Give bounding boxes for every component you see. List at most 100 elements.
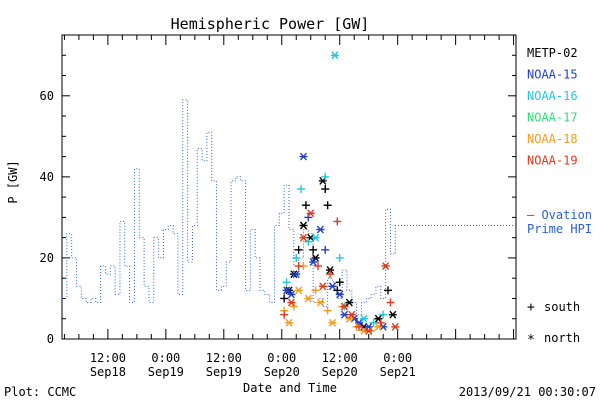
legend-item-metp-02: METP-02	[527, 46, 578, 60]
marker-noaa-19	[287, 298, 296, 307]
marker-metp-02	[326, 266, 335, 275]
marker-noaa-15	[321, 245, 330, 254]
marker-stroke	[312, 253, 320, 262]
x-tick-label: 12:00	[90, 351, 126, 365]
marker-noaa-16	[330, 51, 339, 60]
marker-stroke	[285, 318, 293, 327]
south-marker-symbol: +	[527, 300, 535, 315]
plot-credit: Plot: CCMC	[4, 385, 76, 399]
ovation-legend-line2: Prime HPI	[527, 222, 592, 236]
marker-noaa-15	[292, 270, 301, 279]
marker-noaa-18	[289, 302, 298, 311]
marker-stroke	[295, 286, 303, 295]
marker-noaa-15	[328, 282, 337, 291]
x-axis-label: Date and Time	[243, 381, 337, 395]
x-tick-date-label: Sep19	[148, 365, 184, 379]
marker-stroke	[328, 318, 336, 327]
y-tick-label: 0	[47, 332, 54, 346]
marker-stroke	[319, 282, 327, 291]
marker-noaa-19	[347, 310, 356, 319]
marker-stroke	[348, 310, 356, 319]
marker-noaa-16	[311, 233, 320, 242]
x-tick-date-label: Sep19	[206, 365, 242, 379]
marker-noaa-16	[369, 318, 378, 327]
marker-metp-02	[335, 278, 344, 287]
marker-noaa-16	[297, 185, 306, 194]
x-tick-date-label: Sep20	[322, 365, 358, 379]
marker-metp-02	[294, 245, 303, 254]
marker-noaa-19	[299, 233, 308, 242]
legend-item-noaa-16: NOAA-16	[527, 89, 578, 103]
marker-noaa-18	[323, 306, 332, 315]
x-tick-label: 12:00	[322, 351, 358, 365]
marker-metp-02	[323, 201, 332, 210]
marker-noaa-15	[316, 225, 325, 234]
marker-noaa-18	[304, 294, 313, 303]
marker-noaa-16	[282, 278, 291, 287]
marker-noaa-18	[294, 286, 303, 295]
marker-noaa-15	[335, 290, 344, 299]
marker-stroke	[374, 314, 382, 323]
marker-noaa-19	[376, 318, 385, 327]
marker-noaa-19	[318, 282, 327, 291]
marker-metp-02	[384, 286, 393, 295]
marker-stroke	[316, 225, 324, 234]
marker-stroke	[389, 310, 397, 319]
marker-stroke	[345, 314, 353, 323]
marker-stroke	[360, 314, 368, 323]
marker-noaa-16	[359, 314, 368, 323]
marker-stroke	[326, 266, 334, 275]
marker-noaa-19	[294, 262, 303, 271]
marker-noaa-19	[313, 262, 322, 271]
marker-stroke	[299, 152, 308, 161]
marker-stroke	[309, 258, 317, 266]
marker-noaa-16	[321, 172, 330, 181]
marker-metp-02	[311, 253, 320, 262]
marker-stroke	[365, 326, 373, 335]
marker-stroke	[287, 290, 295, 299]
legend-item-noaa-15: NOAA-15	[527, 68, 578, 82]
y-tick-label: 20	[40, 251, 54, 265]
marker-noaa-18	[285, 318, 293, 327]
marker-noaa-15	[340, 310, 349, 319]
x-tick-date-label: Sep18	[90, 365, 126, 379]
ovation-legend-line1: — Ovation	[527, 208, 592, 222]
marker-metp-02	[333, 286, 342, 295]
legend-item-noaa-18: NOAA-18	[527, 132, 578, 146]
x-tick-label: 0:00	[151, 351, 180, 365]
marker-noaa-16	[379, 310, 388, 319]
marker-noaa-15	[309, 258, 318, 266]
marker-stroke	[328, 282, 336, 291]
marker-noaa-15	[299, 152, 308, 161]
marker-stroke	[292, 270, 300, 279]
satellite-markers	[280, 51, 400, 335]
marker-stroke	[299, 221, 308, 230]
marker-stroke	[299, 233, 308, 242]
legend-item-noaa-17: NOAA-17	[527, 111, 578, 125]
marker-metp-02	[280, 294, 289, 303]
y-axis: 0 20 40 60	[40, 34, 516, 346]
y-tick-label: 60	[40, 89, 54, 103]
marker-stroke	[341, 310, 349, 319]
south-marker-legend: + south	[527, 300, 580, 315]
marker-noaa-15	[287, 290, 296, 299]
marker-stroke	[316, 298, 324, 307]
marker-noaa-16	[335, 253, 344, 262]
marker-metp-02	[388, 310, 397, 319]
x-tick-label: 12:00	[206, 351, 242, 365]
generation-timestamp: 2013/09/21 00:30:07	[459, 385, 596, 399]
marker-stroke	[345, 298, 353, 307]
marker-noaa-18	[328, 318, 337, 327]
marker-stroke	[336, 290, 344, 299]
marker-metp-02	[299, 221, 308, 230]
marker-noaa-15	[282, 286, 291, 295]
marker-noaa-18	[311, 286, 320, 295]
marker-stroke	[341, 302, 349, 311]
marker-noaa-16	[292, 253, 301, 262]
marker-noaa-15	[304, 213, 313, 222]
marker-metp-02	[301, 201, 310, 210]
x-tick-date-label: Sep20	[264, 365, 300, 379]
marker-stroke	[312, 233, 320, 242]
north-marker-legend: * north	[527, 331, 580, 348]
